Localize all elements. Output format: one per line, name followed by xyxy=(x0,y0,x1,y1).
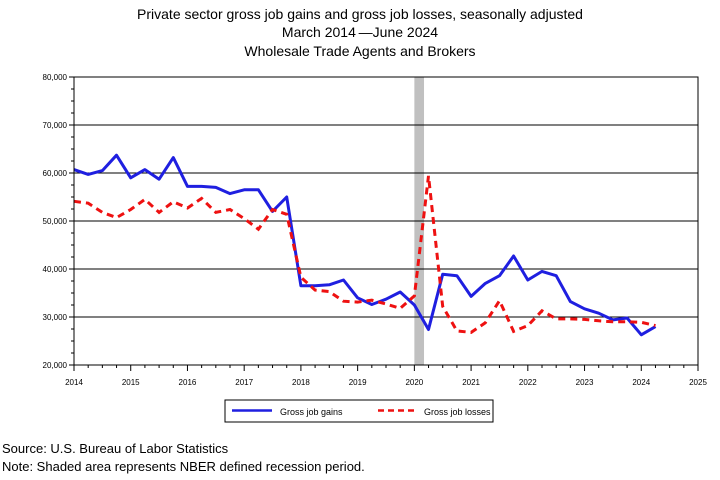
plot-frame xyxy=(73,76,699,366)
y-tick-label: 40,000 xyxy=(43,265,68,274)
x-tick-label: 2016 xyxy=(179,378,197,387)
legend-box xyxy=(224,399,494,423)
x-tick-label: 2020 xyxy=(405,378,423,387)
x-tick-label: 2025 xyxy=(689,378,707,387)
y-tick-label: 70,000 xyxy=(43,121,68,130)
y-tick-label: 20,000 xyxy=(43,361,68,370)
source-note: Source: U.S. Bureau of Labor Statistics xyxy=(2,441,229,456)
legend-label-gains: Gross job gains xyxy=(280,407,343,417)
date-range-start: March 2014 xyxy=(281,24,356,40)
y-tick-label: 50,000 xyxy=(43,217,68,226)
y-tick-label: 80,000 xyxy=(43,73,68,82)
date-range-end: June 2024 xyxy=(372,24,439,40)
x-tick-label: 2019 xyxy=(349,378,367,387)
date-range-dash: — xyxy=(358,24,373,40)
x-tick-label: 2021 xyxy=(462,378,480,387)
series-line-gross-job-losses xyxy=(73,175,656,334)
recession-note: Note: Shaded area represents NBER define… xyxy=(2,459,365,474)
series-line-gross-job-gains xyxy=(73,153,657,337)
x-tick-label: 2018 xyxy=(292,378,310,387)
y-tick-label: 60,000 xyxy=(43,169,68,178)
chart-title: Private sector gross job gains and gross… xyxy=(137,6,583,22)
x-tick-label: 2022 xyxy=(519,378,537,387)
legend: Gross job gains Gross job losses xyxy=(224,399,494,423)
x-tick-label: 2017 xyxy=(235,378,253,387)
chart-subtitle: Wholesale Trade Agents and Brokers xyxy=(244,43,476,59)
gridlines xyxy=(74,124,698,318)
chart-date-range: March 2014 —June 2024 xyxy=(0,23,720,41)
x-tick-label: 2015 xyxy=(122,378,140,387)
x-tick-label: 2024 xyxy=(632,378,650,387)
legend-label-losses: Gross job losses xyxy=(424,407,491,417)
x-axis: 2014 2015 2016 2017 2018 2019 2020 2021 2022 2023… xyxy=(65,365,707,387)
x-tick-label: 2023 xyxy=(576,378,594,387)
x-tick-label: 2014 xyxy=(65,378,83,387)
y-axis: 20,000 30,000 40,000 50,000 60,000 70,000 80,0… xyxy=(43,73,74,370)
y-tick-label: 30,000 xyxy=(43,313,68,322)
